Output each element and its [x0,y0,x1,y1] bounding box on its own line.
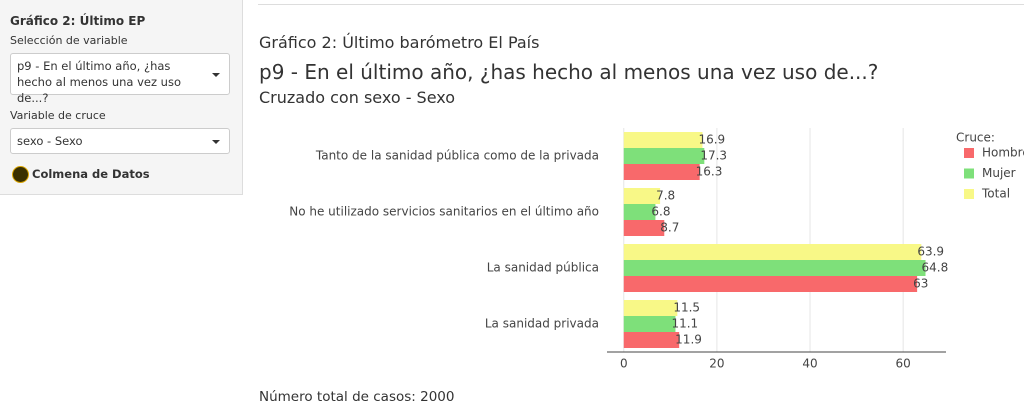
data-label: 11.1 [671,317,698,331]
bar [623,276,918,292]
main-title: Gráfico 2: Último barómetro El País [259,33,540,52]
bar [623,300,678,316]
x-tick-label: 60 [896,357,911,371]
footer: Número total de casos: 2000 [259,389,455,405]
variable-select[interactable]: p9 - En el último año, ¿has hecho al men… [10,53,230,105]
legend-title: Cruce: [956,131,995,145]
y-tick-label: No he utilizado servicios sanitarios en … [289,205,599,219]
legend-label: Total [981,187,1010,201]
bar [623,132,703,148]
legend-label: Mujer [982,166,1016,180]
variable-label: Selección de variable [10,34,128,47]
chart: 0 20 40 60 Tanto de la sanidad pública como … [289,128,1024,371]
data-label: 16.9 [698,133,725,147]
data-label: 64.8 [922,261,949,275]
data-label: 6.8 [651,205,670,219]
data-label: 7.8 [656,189,675,203]
data-label: 63.9 [917,245,944,259]
bar [623,148,705,164]
data-label: 8.7 [660,221,679,235]
brand-icon [12,166,29,183]
legend-swatch [964,168,974,179]
brand[interactable]: Colmena de Datos [32,167,150,181]
x-tick-label: 20 [709,357,724,371]
bar [623,260,926,276]
data-label: 11.9 [675,333,702,347]
bar [623,316,676,332]
bar [623,204,656,220]
y-tick-label: Tanto de la sanidad pública como de la p… [315,149,599,163]
cross-select[interactable]: sexo - Sexo [10,128,230,154]
divider [258,4,1024,5]
data-label: 11.5 [673,301,700,315]
sidebar: Gráfico 2: Último EP Selección de variab… [0,0,243,195]
y-tick-label: La sanidad pública [487,261,599,275]
legend-swatch [964,189,974,199]
x-tick-label: 0 [620,357,628,371]
question: p9 - En el último año, ¿has hecho al men… [259,60,879,84]
subtitle: Cruzado con sexo - Sexo [259,88,456,107]
legend-swatch [964,148,974,158]
legend-label: Hombre [982,146,1024,160]
sidebar-title: Gráfico 2: Último EP [10,14,146,28]
bar [623,164,700,180]
data-label: 63 [913,277,928,291]
cross-label: Variable de cruce [10,109,106,122]
bar [623,188,661,204]
bar [623,220,665,236]
data-label: 16.3 [696,165,723,179]
x-tick-label: 40 [802,357,817,371]
y-tick-label: La sanidad privada [485,317,599,331]
bar [623,332,680,348]
data-label: 17.3 [700,149,727,163]
bar [623,244,922,260]
